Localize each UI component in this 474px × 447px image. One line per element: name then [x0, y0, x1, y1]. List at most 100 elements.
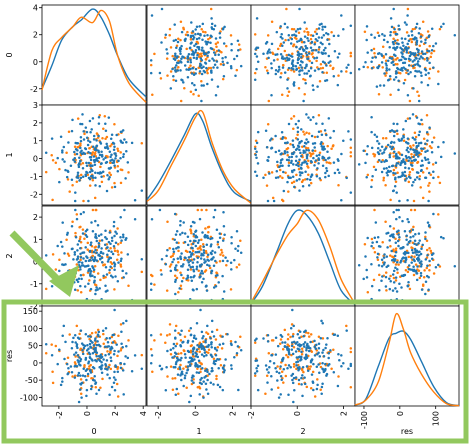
scatter-point-blue [91, 169, 94, 173]
scatter-point-blue [210, 269, 213, 273]
scatter-point-orange [300, 347, 304, 351]
scatter-point-blue [79, 284, 82, 288]
scatter-point-blue [379, 149, 382, 152]
scatter-point-orange [302, 130, 305, 133]
scatter-point-orange [425, 266, 429, 270]
scatter-point-orange [189, 268, 193, 271]
scatter-point-orange [316, 66, 319, 69]
scatter-point-blue [91, 164, 94, 168]
kde-curve-orange-2 [250, 209, 356, 305]
scatter-point-blue [109, 137, 113, 140]
scatter-point-blue [107, 258, 110, 261]
scatter-point-blue [230, 343, 233, 347]
scatter-point-blue [306, 36, 309, 40]
scatter-point-blue [200, 280, 204, 284]
scatter-point-blue [395, 290, 399, 293]
scatter-point-blue [192, 233, 196, 236]
scatter-point-blue [76, 257, 80, 260]
scatter-point-blue [73, 333, 77, 337]
scatter-point-blue [430, 27, 434, 30]
scatter-point-orange [422, 275, 426, 279]
scatter-point-blue [174, 362, 178, 366]
scatter-point-blue [415, 243, 418, 246]
scatter-point-blue [393, 254, 397, 258]
scatter-point-blue [150, 14, 154, 17]
scatter-point-orange [207, 348, 211, 352]
scatter-point-blue [400, 37, 404, 40]
scatter-point-orange [311, 340, 314, 344]
scatter-point-blue [79, 268, 82, 271]
scatter-point-blue [212, 216, 216, 219]
scatter-point-orange [392, 276, 396, 280]
scatter-point-blue [424, 150, 427, 153]
scatter-point-blue [292, 163, 295, 166]
panel-frame [146, 305, 252, 407]
scatter-point-blue [292, 400, 295, 404]
scatter-point-blue [405, 234, 408, 238]
scatter-point-blue [324, 362, 327, 366]
scatter-point-blue [182, 221, 185, 224]
scatter-point-blue [380, 145, 384, 149]
scatter-point-orange [110, 335, 114, 339]
scatter-point-blue [308, 178, 312, 181]
scatter-point-blue [401, 55, 404, 58]
scatter-point-blue [56, 156, 59, 160]
scatter-point-blue [388, 68, 391, 71]
scatter-point-blue [401, 41, 404, 44]
scatter-point-blue [427, 288, 430, 291]
scatter-point-blue [104, 266, 108, 269]
scatter-point-blue [300, 128, 303, 131]
scatter-point-blue [416, 155, 420, 158]
scatter-point-orange [206, 255, 209, 258]
scatter-point-orange [286, 94, 289, 97]
scatter-point-blue [301, 61, 304, 64]
scatter-point-blue [204, 339, 207, 342]
scatter-point-blue [294, 30, 298, 33]
scatter-point-blue [317, 67, 320, 71]
scatter-point-blue [417, 259, 420, 262]
scatter-point-blue [119, 259, 123, 263]
scatter-point-blue [233, 258, 236, 262]
scatter-point-blue [186, 259, 189, 262]
scatter-point-orange [392, 37, 395, 41]
scatter-point-blue [409, 51, 412, 54]
scatter-point-orange [429, 173, 433, 176]
scatter-point-blue [300, 52, 303, 56]
scatter-point-orange [349, 146, 353, 150]
scatter-point-blue [303, 345, 306, 348]
scatter-point-blue [402, 128, 405, 131]
scatter-point-blue [316, 383, 319, 387]
scatter-point-blue [393, 150, 396, 154]
scatter-point-blue [325, 343, 328, 346]
scatter-point-blue [81, 352, 85, 356]
scatter-point-blue [424, 52, 427, 55]
scatter-point-orange [412, 199, 416, 203]
scatter-point-orange [292, 28, 296, 31]
scatter-point-blue [414, 269, 418, 273]
scatter-point-blue [371, 56, 374, 59]
x-tick-label: 2 [111, 411, 120, 416]
scatter-point-blue [291, 378, 294, 382]
scatter-point-blue [188, 46, 192, 49]
scatter-point-blue [97, 335, 100, 338]
scatter-point-blue [82, 138, 86, 141]
scatter-point-blue [149, 59, 153, 62]
scatter-point-blue [234, 340, 237, 344]
scatter-point-blue [279, 75, 282, 79]
scatter-point-orange [389, 274, 392, 278]
scatter-point-blue [340, 365, 343, 368]
scatter-point-blue [312, 362, 315, 366]
scatter-point-blue [111, 276, 114, 279]
scatter-point-blue [270, 62, 273, 65]
scatter-point-blue [104, 156, 107, 160]
scatter-point-orange [281, 348, 285, 351]
scatter-point-orange [303, 93, 306, 96]
scatter-point-blue [160, 258, 164, 261]
scatter-point-orange [290, 68, 293, 72]
scatter-point-blue [178, 365, 181, 369]
scatter-point-blue [315, 32, 319, 36]
scatter-point-orange [292, 115, 296, 118]
scatter-point-blue [295, 163, 298, 167]
scatter-point-blue [253, 78, 257, 82]
scatter-point-blue [205, 243, 209, 246]
